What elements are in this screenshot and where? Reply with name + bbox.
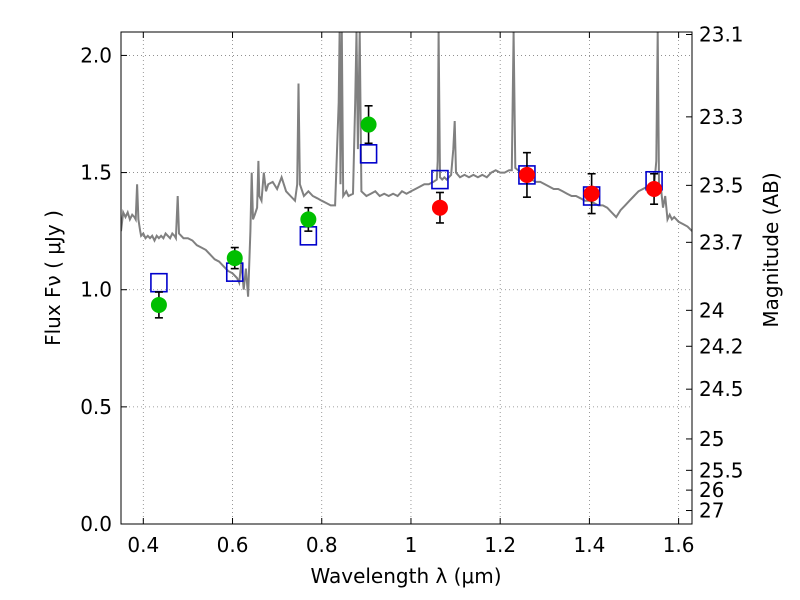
y-tick-label: 1.5	[80, 161, 112, 185]
green-data-point	[360, 116, 377, 133]
right-tick-label: 23.5	[699, 173, 744, 197]
y-tick-label: 2.0	[80, 43, 112, 67]
right-tick-label: 24.5	[699, 377, 744, 401]
x-tick-label: 0.6	[217, 533, 249, 557]
x-tick-label: 1	[405, 533, 418, 557]
x-tick-label: 1.2	[484, 533, 516, 557]
red-data-point	[431, 199, 448, 216]
axis-ticks: 0.4 0.6 0.8 1 1.2 1.4 1.6 0.0 0.5 1.0 1.5 2.0 23.1 23…	[80, 23, 743, 557]
model-spectrum-line	[121, 32, 692, 297]
x-tick-label: 1.6	[663, 533, 695, 557]
red-data-point	[646, 180, 663, 197]
right-tick-label: 25	[699, 427, 724, 451]
y-tick-label: 1.0	[80, 278, 112, 302]
right-tick-label: 23.3	[699, 105, 744, 129]
green-data-point	[226, 250, 243, 267]
right-tick-label: 24.2	[699, 334, 744, 358]
right-tick-label: 24	[699, 298, 724, 322]
model-square-marker	[431, 169, 449, 190]
model-spectrum-layer	[121, 32, 692, 297]
y-axis-label: Flux Fν ( μJy )	[41, 210, 65, 346]
right-tick-label: 23.7	[699, 230, 744, 254]
model-square-marker	[359, 144, 378, 164]
x-tick-label: 0.4	[127, 533, 159, 557]
y-tick-label: 0.5	[80, 395, 112, 419]
y-tick-label: 0.0	[80, 512, 112, 536]
right-axis-label: Magnitude (AB)	[759, 172, 783, 327]
red-data-point	[518, 166, 535, 183]
green-data-point	[150, 296, 167, 313]
right-tick-label: 26	[699, 478, 724, 502]
red-data-point	[583, 185, 600, 202]
x-tick-label: 1.4	[573, 533, 605, 557]
right-tick-label: 23.1	[699, 23, 744, 47]
right-tick-label: 25.5	[699, 458, 744, 482]
data-points-layer	[150, 105, 663, 319]
plot-frame	[120, 31, 693, 525]
x-axis-label: Wavelength λ (μm)	[310, 564, 501, 588]
x-tick-label: 0.8	[306, 533, 338, 557]
green-data-point	[300, 211, 317, 228]
right-tick-label: 27	[699, 499, 724, 523]
